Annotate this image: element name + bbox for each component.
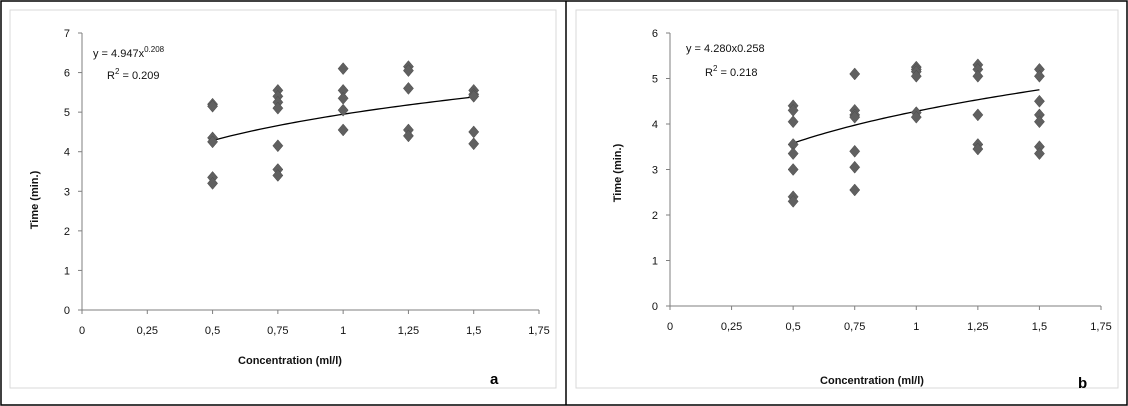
chart-b-y-tick-label: 4 [652,119,658,131]
chart-b-points [787,58,1045,208]
chart-a-x-tick-label: 0,5 [205,325,220,337]
chart-b-equation: y = 4.280x0.258 [686,43,765,55]
chart-b-data-point [849,183,861,197]
chart-a-x-ticks: 0 0,25 0,5 0,75 1 1,25 1,5 1,75 [79,310,550,337]
chart-a-r-squared: R2 = 0.209 [107,67,159,82]
chart-a-panel-letter: a [490,371,499,388]
chart-b-data-point [1034,69,1045,83]
chart-a-data-point [337,123,349,137]
chart-b-y-tick-label: 1 [652,256,658,268]
chart-b-x-tick-label: 1,5 [1032,321,1047,333]
chart-a-r2-letter: R [107,70,115,82]
chart-b-data-point [910,110,922,124]
chart-a-equation: y = 4.947x0.208 [93,45,165,60]
chart-a-data-point [403,64,414,77]
chart-b-x-tick-label: 0,25 [721,321,742,333]
chart-a-data-point [207,176,218,190]
chart-a-data-point [403,82,414,95]
chart-b-r2-letter: R [705,67,713,79]
chart-a-y-tick-label: 5 [64,107,70,119]
chart-a-x-tick-label: 0,25 [137,325,158,337]
chart-b-data-point [787,115,799,129]
chart-a-y-ticks: 0 1 2 3 4 5 6 7 [64,28,82,317]
chart-b-x-ticks: 0 0,25 0,5 0,75 1 1,25 1,5 1,75 [667,306,1112,333]
chart-b-y-tick-label: 5 [652,74,658,86]
chart-b-x-tick-label: 1,25 [967,321,988,333]
chart-a-data-point [468,137,480,151]
chart-b-r-squared: R2 = 0.218 [705,64,757,79]
chart-b-data-point [972,142,984,156]
chart-a-data-point [272,169,284,182]
chart-a-y-axis-label: Time (min.) [29,170,41,229]
chart-a-border [9,9,557,389]
chart-a-data-point [272,139,284,153]
chart-a-data-point [272,101,284,115]
chart-b-data-point [910,69,922,83]
chart-a-r2-sup: 2 [115,67,120,76]
chart-a-axes [81,33,539,311]
chart-a-y-tick-label: 4 [64,147,70,159]
chart-a-data-point [403,129,414,143]
chart-a-data-point [337,62,349,76]
chart-b-data-point [1034,94,1045,108]
chart-b-x-tick-label: 0 [667,321,673,333]
chart-b-data-point [787,163,799,176]
chart-b-data-point [787,194,799,208]
chart-panel-b: 0 0,25 0,5 0,75 1 1,25 1,5 1,75 0 1 2 3 4 5 6 Concent… [575,9,1119,392]
chart-a-equation-base: y = 4.947x [93,48,145,60]
chart-b-data-point [849,110,861,124]
chart-b-data-point [849,144,861,158]
chart-a-points [207,60,480,190]
chart-b-y-axis-label: Time (min.) [612,143,624,202]
chart-b-data-point [972,69,984,83]
chart-b-x-tick-label: 1,75 [1090,321,1111,333]
chart-b-r2-value: = 0.218 [717,67,757,79]
chart-b-data-point [849,67,861,81]
chart-a-data-point [207,135,218,149]
chart-a-y-tick-label: 1 [64,265,70,277]
chart-a-y-tick-label: 6 [64,68,70,80]
chart-a-y-tick-label: 3 [64,186,70,198]
chart-b-r2-sup: 2 [713,64,718,73]
chart-b-x-tick-label: 0,75 [844,321,865,333]
chart-b-y-tick-label: 3 [652,165,658,177]
chart-a-data-point [207,99,218,113]
chart-a-data-point [337,103,349,117]
chart-a-x-tick-label: 1 [340,325,346,337]
chart-a-r2-value: = 0.209 [119,70,159,82]
chart-b-y-tick-label: 0 [652,301,658,313]
chart-b-y-tick-label: 2 [652,210,658,222]
chart-b-data-point [787,147,799,160]
chart-b-x-tick-label: 1 [913,321,919,333]
chart-a-y-tick-label: 0 [64,305,70,317]
chart-b-x-tick-label: 0,5 [785,321,800,333]
chart-a-x-tick-label: 0 [79,325,85,337]
chart-b-panel-letter: b [1078,375,1087,392]
chart-b-y-ticks: 0 1 2 3 4 5 6 [652,28,670,313]
chart-b-data-point [972,108,984,122]
chart-b-data-point [849,160,861,174]
chart-a-x-tick-label: 0,75 [267,325,288,337]
chart-b-equation-base: y = 4.280x0.258 [686,43,765,55]
chart-b-data-point [1034,147,1045,160]
chart-panel-a: 0 0,25 0,5 0,75 1 1,25 1,5 1,75 0 1 2 3 4 5 6 7 Concen… [9,9,557,389]
chart-a-x-axis-label: Concentration (ml/l) [238,355,342,367]
chart-a-data-point [468,89,480,103]
chart-b-x-axis-label: Concentration (ml/l) [820,375,924,387]
chart-a-x-tick-label: 1,75 [528,325,549,337]
chart-b-y-tick-label: 6 [652,28,658,40]
chart-a-x-tick-label: 1,25 [398,325,419,337]
chart-a-equation-exponent: 0.208 [144,45,165,54]
chart-b-border [575,9,1119,389]
chart-a-x-tick-label: 1,5 [466,325,481,337]
chart-a-y-tick-label: 2 [64,226,70,238]
chart-b-data-point [1034,115,1045,129]
chart-a-y-tick-label: 7 [64,28,70,40]
